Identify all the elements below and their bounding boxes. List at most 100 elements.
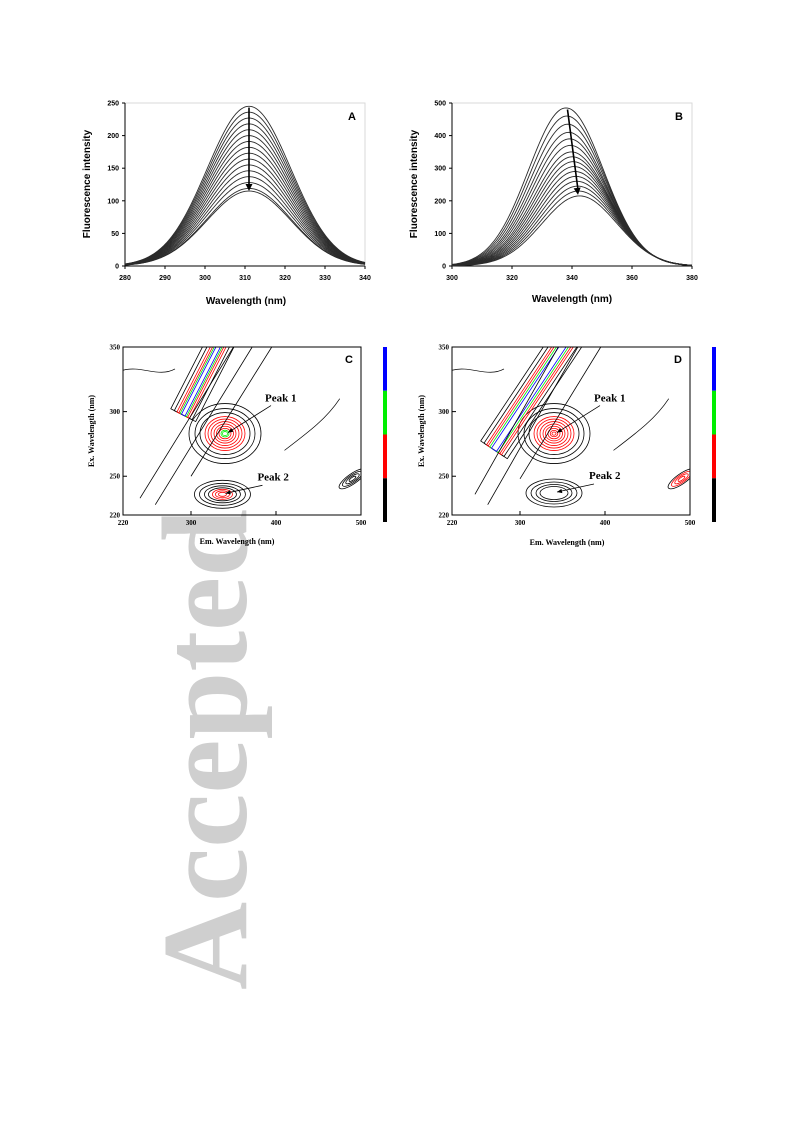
peak1-contour bbox=[549, 429, 559, 438]
peak1-contour bbox=[222, 431, 228, 436]
spectrum-line bbox=[451, 175, 693, 267]
spectrum-line bbox=[451, 166, 693, 266]
second-order-contour bbox=[671, 470, 690, 487]
panel-label-b: B bbox=[675, 111, 683, 123]
colorbar-segment bbox=[383, 478, 387, 522]
x-tick-label: 290 bbox=[159, 275, 171, 282]
peak-annotation-arrowhead bbox=[557, 428, 563, 433]
colorbar-segment bbox=[712, 390, 716, 435]
peak2-contour bbox=[539, 486, 569, 500]
faint-contour bbox=[613, 398, 670, 451]
spectrum-line bbox=[124, 190, 366, 266]
spectrum-line bbox=[124, 158, 366, 266]
x-tick-label: 330 bbox=[319, 275, 331, 282]
quench-arrow-head bbox=[245, 184, 253, 192]
peak1-contour bbox=[551, 431, 557, 436]
peak1-contour bbox=[188, 403, 262, 464]
peak1-contour bbox=[207, 418, 243, 449]
y-tick-label: 150 bbox=[107, 166, 119, 173]
scatter-ridge-contour bbox=[489, 347, 569, 454]
peak1-contour bbox=[218, 427, 232, 440]
envelope-contour bbox=[154, 347, 253, 505]
peak2-contour bbox=[204, 485, 241, 504]
peak1-contour bbox=[528, 412, 580, 455]
watermark-text: Accepted bbox=[138, 509, 273, 990]
x-axis-title-a: Wavelength (nm) bbox=[206, 296, 286, 307]
y-tick-label: 0 bbox=[442, 264, 446, 271]
y-tick-label: 50 bbox=[111, 231, 119, 238]
spectrum-line bbox=[124, 123, 366, 265]
peak-annotation-arrowhead bbox=[225, 490, 231, 495]
y-tick-label: 400 bbox=[434, 133, 446, 140]
spectrum-line bbox=[124, 146, 366, 265]
envelope-contour bbox=[487, 347, 579, 505]
x-tick-label: 380 bbox=[686, 275, 698, 282]
second-order-contour bbox=[677, 475, 686, 482]
peak1-contour bbox=[220, 429, 230, 438]
x-tick-label: 500 bbox=[685, 519, 696, 527]
y-axis-title-a: Fluorescence intensity bbox=[82, 129, 93, 238]
faint-contour bbox=[284, 398, 341, 451]
peak-annotation-arrow bbox=[556, 405, 601, 433]
peak1-contour bbox=[523, 408, 585, 459]
spectrum-line bbox=[124, 117, 366, 265]
y-tick-label: 250 bbox=[439, 473, 450, 481]
y-tick-label: 500 bbox=[434, 101, 446, 108]
peak2-contour bbox=[208, 487, 237, 502]
colorbar-segment bbox=[383, 434, 387, 479]
spectrum-line bbox=[451, 195, 693, 267]
peak1-contour bbox=[517, 403, 591, 464]
y-tick-label: 350 bbox=[439, 344, 450, 352]
peak1-contour bbox=[194, 408, 256, 459]
peak1-contour bbox=[204, 416, 246, 451]
quench-arrow-head bbox=[573, 187, 581, 195]
plot-frame-d bbox=[451, 346, 691, 516]
x-tick-label: 300 bbox=[199, 275, 211, 282]
colorbar-segment bbox=[712, 347, 716, 391]
panel-label-d: D bbox=[674, 354, 682, 366]
colorbar-segment bbox=[383, 390, 387, 435]
panel-c: 220 250 300 350 220 300 400 500 Peak 1 Peak 2 C… bbox=[87, 344, 387, 546]
y-tick-label: 220 bbox=[110, 512, 121, 520]
peak1-contour bbox=[213, 423, 237, 444]
peak-annotation-label: Peak 2 bbox=[589, 470, 621, 482]
peak1-contour bbox=[199, 412, 251, 455]
x-tick-label: 280 bbox=[119, 275, 131, 282]
x-tick-label: 500 bbox=[356, 519, 367, 527]
x-tick-label: 360 bbox=[626, 275, 638, 282]
spectrum-line bbox=[124, 129, 366, 265]
peak1-contour bbox=[539, 421, 569, 446]
colorbar-segment bbox=[383, 347, 387, 391]
peak2-contour bbox=[525, 478, 583, 508]
peak1-contour bbox=[533, 416, 575, 451]
peak-annotation-label: Peak 2 bbox=[257, 471, 289, 483]
peak-annotation-arrow bbox=[225, 484, 263, 494]
x-tick-label: 320 bbox=[279, 275, 291, 282]
spectrum-line bbox=[124, 111, 366, 265]
faint-contour bbox=[452, 368, 505, 373]
second-order-contour bbox=[667, 468, 690, 490]
y-tick-label: 200 bbox=[434, 198, 446, 205]
second-order-contour bbox=[342, 470, 361, 487]
x-axis-title-c: Em. Wavelength (nm) bbox=[200, 537, 275, 546]
peak-annotation-arrowhead bbox=[228, 428, 234, 433]
faint-contour bbox=[123, 368, 176, 373]
plot-frame-c bbox=[122, 346, 362, 516]
x-tick-label: 300 bbox=[515, 519, 526, 527]
x-tick-label: 400 bbox=[600, 519, 611, 527]
spectrum-line bbox=[124, 152, 366, 266]
peak2-contour bbox=[194, 479, 251, 509]
panel-label-a: A bbox=[348, 111, 356, 123]
spectrum-line bbox=[451, 138, 693, 266]
envelope-contour bbox=[474, 347, 559, 495]
x-tick-label: 220 bbox=[118, 519, 129, 527]
x-tick-label: 340 bbox=[359, 275, 371, 282]
peak1-contour bbox=[542, 423, 566, 444]
y-axis-title-c: Ex. Wavelength (nm) bbox=[87, 395, 96, 467]
x-tick-label: 220 bbox=[447, 519, 458, 527]
x-tick-label: 300 bbox=[186, 519, 197, 527]
peak-annotation-label: Peak 1 bbox=[594, 393, 625, 405]
